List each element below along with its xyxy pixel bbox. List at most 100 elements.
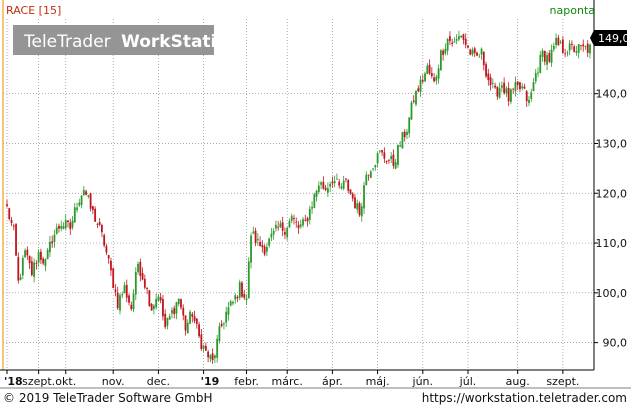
candle-body [67, 220, 69, 222]
candle-body [390, 156, 393, 160]
candle-body [110, 260, 112, 271]
candle-body [272, 230, 275, 235]
candle-body [580, 45, 582, 46]
candle-body [385, 160, 388, 163]
candle-body [39, 251, 42, 260]
candle-body [157, 296, 160, 301]
y-tick-label: 100,0 [596, 287, 628, 300]
candle-body [523, 86, 526, 89]
candle-body [401, 132, 404, 149]
candle-body [473, 48, 476, 54]
candle-body [6, 204, 8, 207]
x-tick-label: okt. [55, 375, 76, 388]
candle-body [302, 219, 304, 226]
candle-body [349, 189, 352, 194]
candle-body [516, 81, 519, 85]
candle-body [155, 298, 158, 308]
candle-body [53, 234, 56, 242]
candle-body [116, 292, 119, 309]
candle-body [338, 181, 341, 186]
candle-body [288, 221, 291, 228]
candle-body [453, 41, 456, 43]
candle-body [464, 38, 467, 45]
candle-body [512, 88, 515, 90]
candle-body [324, 187, 327, 190]
candle-body [49, 241, 51, 253]
candle-body [28, 255, 31, 264]
candle-body [367, 174, 370, 176]
candle-body [589, 44, 591, 54]
symbol-label: RACE [15] [6, 4, 61, 17]
y-tick-label: 110,0 [596, 237, 628, 250]
candle-body [295, 221, 298, 223]
candle-body [448, 36, 451, 42]
candle-body [143, 278, 146, 288]
candle-body [162, 299, 164, 317]
candle-body [582, 44, 585, 47]
candle-body [82, 189, 85, 196]
candle-body [21, 257, 24, 276]
last-price-label: 149,0 [598, 32, 630, 45]
candle-body [392, 154, 395, 166]
candle-body [168, 316, 171, 320]
candle-body [259, 241, 261, 246]
candle-body [566, 52, 569, 54]
candle-body [184, 315, 187, 331]
candle-body [399, 145, 402, 147]
candle-body [358, 203, 361, 216]
candle-body [306, 218, 309, 222]
candle-body [293, 217, 295, 220]
candle-body [60, 226, 63, 229]
candle-body [78, 202, 81, 206]
candle-body [234, 295, 237, 300]
candle-body [91, 206, 94, 210]
candle-body [329, 183, 332, 187]
candle-body [383, 152, 386, 159]
candle-body [220, 323, 223, 327]
candle-body [491, 82, 494, 84]
candle-body [150, 303, 153, 311]
candle-body [417, 88, 420, 92]
candle-body [80, 195, 83, 205]
candle-body [467, 45, 469, 48]
candle-body [552, 45, 555, 50]
candle-body [455, 38, 458, 41]
candle-body [446, 38, 449, 51]
candle-body [204, 345, 207, 351]
candle-body [159, 297, 162, 301]
candle-body [322, 181, 325, 189]
candle-body [247, 261, 250, 299]
candle-body [254, 230, 257, 244]
candle-body [177, 298, 180, 305]
candle-body [505, 88, 508, 94]
candle-body [304, 219, 307, 221]
candle-body [444, 48, 447, 54]
candle-body [297, 224, 300, 229]
candle-body [132, 293, 135, 310]
candle-body [101, 224, 103, 233]
watermark-badge: TeleTrader WorkStation [13, 25, 240, 55]
candle-body [528, 99, 530, 104]
candle-body [256, 239, 259, 241]
candle-body [313, 194, 316, 208]
candle-body [12, 225, 15, 227]
candle-body [437, 68, 440, 79]
candle-body [458, 36, 460, 40]
candle-body [539, 55, 542, 73]
candle-body [37, 251, 40, 263]
candle-body [209, 355, 212, 359]
candle-body [227, 307, 230, 315]
candle-body [191, 313, 194, 317]
candle-body [340, 186, 343, 189]
candle-body [489, 77, 492, 86]
candle-body [378, 150, 381, 152]
candle-body [360, 206, 363, 217]
candle-body [232, 301, 234, 304]
footer-url[interactable]: https://workstation.teletrader.com [421, 391, 627, 405]
candle-body [571, 43, 573, 45]
candle-body [480, 48, 483, 55]
candle-body [286, 228, 289, 238]
candle-body [586, 43, 589, 53]
x-tick-label: ápr. [322, 375, 343, 388]
candle-body [96, 223, 99, 225]
